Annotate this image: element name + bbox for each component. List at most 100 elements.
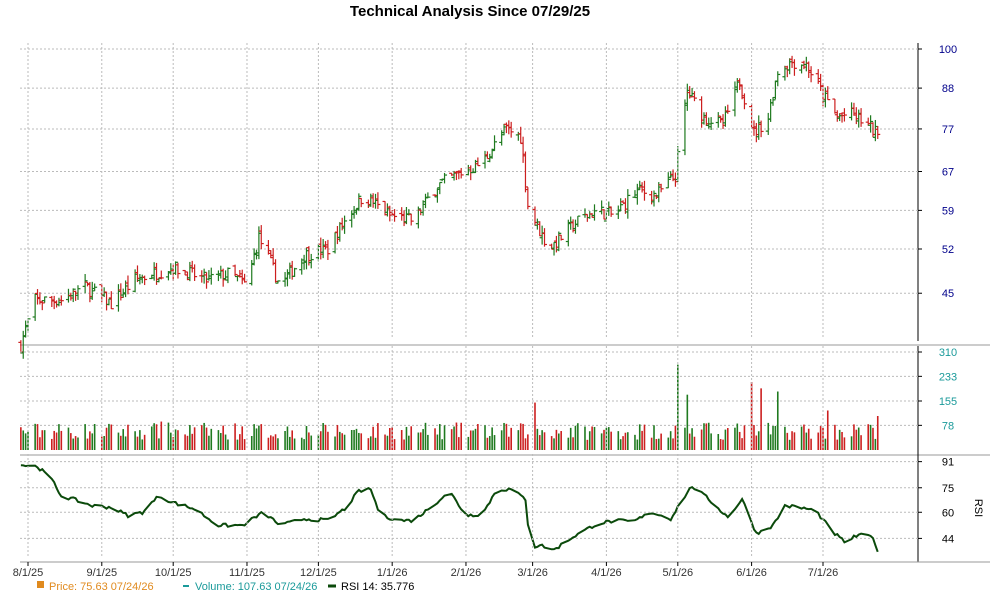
price-bar	[599, 200, 605, 215]
rsi-tick-label: 44	[942, 533, 954, 545]
price-bar	[808, 66, 814, 83]
price-bar	[173, 261, 179, 275]
price-bar	[532, 206, 538, 226]
price-bar	[791, 59, 797, 76]
price-bar	[725, 104, 731, 114]
price-bar	[572, 219, 578, 234]
price-tick-label: 59	[942, 205, 954, 217]
price-bar	[606, 201, 612, 216]
price-bar	[39, 300, 45, 311]
x-tick-label: 3/1/26	[517, 567, 548, 579]
price-bar	[184, 271, 190, 281]
price-bar	[520, 136, 526, 163]
price-bar	[770, 97, 776, 106]
x-tick-label: 6/1/26	[736, 567, 767, 579]
price-bar	[834, 110, 840, 122]
legend-price-swatch-icon	[37, 581, 44, 588]
legend-rsi: RSI 14: 35.776	[341, 581, 414, 593]
x-tick-label: 8/1/25	[13, 567, 44, 579]
price-bar	[803, 56, 809, 72]
x-tick-label: 12/1/25	[300, 567, 337, 579]
price-bar	[349, 210, 355, 228]
price-bar	[591, 204, 597, 221]
price-bar	[620, 200, 626, 204]
volume-tick-label: 155	[939, 396, 957, 408]
price-bar	[35, 289, 41, 305]
price-bar	[651, 190, 657, 207]
price-bar	[782, 65, 788, 81]
price-bar	[292, 267, 298, 277]
chart-title: Technical Analysis Since 07/29/25	[350, 3, 590, 20]
price-bar	[318, 237, 324, 260]
price-bar	[453, 171, 459, 181]
rsi-line	[20, 464, 879, 553]
x-tick-label: 4/1/26	[591, 567, 622, 579]
price-bar	[115, 284, 121, 312]
price-tick-label: 88	[942, 83, 954, 95]
price-bar	[865, 117, 871, 126]
price-bar	[772, 80, 778, 100]
price-bar	[482, 150, 488, 169]
rsi-panel: 44 60 75 91 RSI	[20, 454, 990, 563]
price-bar	[156, 277, 162, 283]
x-tick-label: 1/1/26	[377, 567, 408, 579]
x-tick-label: 5/1/26	[663, 567, 694, 579]
price-bar	[399, 207, 405, 221]
x-tick-label: 10/1/25	[155, 567, 192, 579]
price-bar	[582, 208, 588, 218]
price-bar	[303, 247, 309, 270]
price-bar	[465, 164, 471, 176]
price-bar	[106, 298, 112, 306]
price-bar	[608, 206, 614, 217]
price-bar	[325, 239, 331, 260]
price-bar	[641, 180, 647, 201]
price-bar	[570, 219, 576, 233]
price-bar	[92, 283, 98, 292]
price-bar	[870, 122, 876, 138]
price-bar	[653, 194, 659, 200]
price-bar	[515, 131, 521, 141]
price-bar	[42, 296, 48, 303]
price-bar	[187, 261, 193, 282]
price-bar	[242, 273, 248, 283]
x-axis: 8/1/25 9/1/25 10/1/25 11/1/25 12/1/25 1/1/26 2…	[13, 43, 839, 579]
volume-tick-label: 233	[939, 371, 957, 383]
price-bar	[332, 232, 338, 254]
price-bar	[23, 320, 29, 338]
price-bar	[665, 172, 671, 189]
price-tick-label: 67	[942, 166, 954, 178]
price-bar	[358, 197, 364, 208]
price-bar	[575, 215, 581, 227]
price-bar	[875, 126, 881, 139]
price-bar	[537, 221, 543, 237]
price-bar	[265, 240, 271, 255]
price-bar	[223, 270, 229, 280]
price-bar	[822, 87, 828, 108]
price-bar	[401, 210, 407, 227]
price-bar	[492, 135, 498, 151]
price-bar	[218, 265, 224, 279]
price-bar	[542, 228, 548, 247]
price-bar	[799, 64, 805, 74]
price-bar	[634, 183, 640, 205]
price-bar	[437, 181, 443, 195]
price-bar	[868, 115, 874, 133]
price-bar	[420, 200, 426, 216]
price-bar	[522, 151, 528, 193]
price-bar	[703, 112, 709, 126]
price-bar	[753, 122, 759, 143]
price-bar	[225, 267, 231, 284]
price-bar	[775, 71, 781, 87]
rsi-tick-label: 60	[942, 507, 954, 519]
price-bar	[142, 275, 148, 286]
price-bar	[403, 206, 409, 225]
price-bar	[849, 102, 855, 121]
x-tick-label: 7/1/26	[808, 567, 839, 579]
price-bar	[625, 189, 631, 219]
price-bar	[615, 205, 621, 219]
price-bar	[558, 234, 564, 241]
price-bar	[818, 73, 824, 91]
price-bar	[449, 172, 455, 176]
volume-tick-label: 78	[942, 420, 954, 432]
